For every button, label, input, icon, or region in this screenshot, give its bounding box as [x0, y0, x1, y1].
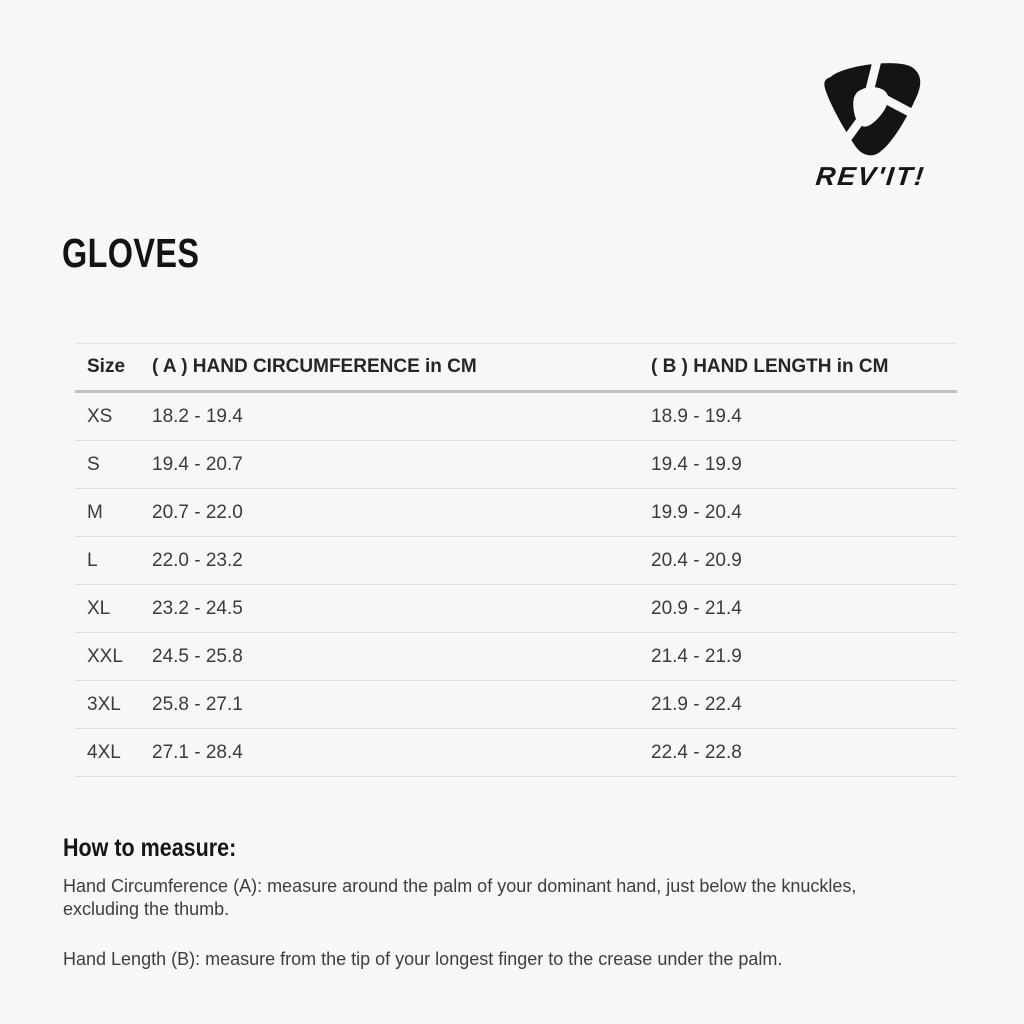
size-label: XXL [87, 645, 123, 667]
table-row-4xl: 4XL 27.1 - 28.4 22.4 - 22.8 [75, 729, 957, 777]
table-row-l: L 22.0 - 23.2 20.4 - 20.9 [75, 537, 957, 585]
size-chart-table: Size ( A ) HAND CIRCUMFERENCE in CM ( B … [75, 343, 957, 777]
table-body: XS 18.2 - 19.4 18.9 - 19.4 S 19.4 - 20.7… [75, 393, 957, 777]
page-title: GLOVES [62, 230, 200, 276]
size-label: M [87, 501, 103, 523]
size-label: 4XL [87, 741, 121, 763]
hand-circumference-value: 18.2 - 19.4 [152, 405, 243, 427]
hand-circumference-value: 20.7 - 22.0 [152, 501, 243, 523]
hand-length-value: 22.4 - 22.8 [651, 741, 742, 763]
hand-circumference-value: 27.1 - 28.4 [152, 741, 243, 763]
hand-length-value: 19.4 - 19.9 [651, 453, 742, 475]
table-row-xl: XL 23.2 - 24.5 20.9 - 21.4 [75, 585, 957, 633]
table-row-3xl: 3XL 25.8 - 27.1 21.9 - 22.4 [75, 681, 957, 729]
hand-length-value: 20.9 - 21.4 [651, 597, 742, 619]
column-header-hand-circumference: ( A ) HAND CIRCUMFERENCE in CM [152, 356, 477, 377]
hand-circumference-value: 25.8 - 27.1 [152, 693, 243, 715]
hand-length-value: 19.9 - 20.4 [651, 501, 742, 523]
table-row-xxl: XXL 24.5 - 25.8 21.4 - 21.9 [75, 633, 957, 681]
column-header-size: Size [87, 356, 126, 377]
how-to-measure-heading: How to measure: [63, 834, 237, 862]
size-label: S [87, 453, 100, 475]
size-label: XL [87, 597, 111, 619]
brand-wordmark: REV'IT! [814, 161, 928, 191]
hand-length-value: 21.4 - 21.9 [651, 645, 742, 667]
hand-circumference-value: 22.0 - 23.2 [152, 549, 243, 571]
table-header-row: Size ( A ) HAND CIRCUMFERENCE in CM ( B … [75, 344, 957, 393]
table-row-s: S 19.4 - 20.7 19.4 - 19.9 [75, 441, 957, 489]
table-row-xs: XS 18.2 - 19.4 18.9 - 19.4 [75, 393, 957, 441]
hand-length-instruction: Hand Length (B): measure from the tip of… [63, 949, 783, 970]
hand-circumference-value: 19.4 - 20.7 [152, 453, 243, 475]
hand-circumference-value: 23.2 - 24.5 [152, 597, 243, 619]
hand-length-value: 21.9 - 22.4 [651, 693, 742, 715]
size-label: XS [87, 405, 113, 427]
hand-length-value: 18.9 - 19.4 [651, 405, 742, 427]
column-header-hand-length: ( B ) HAND LENGTH in CM [651, 356, 889, 377]
table-row-m: M 20.7 - 22.0 19.9 - 20.4 [75, 489, 957, 537]
brand-logo: REV'IT! [796, 54, 946, 192]
how-to-measure-section: How to measure: Hand Circumference (A): … [63, 836, 908, 971]
size-label: 3XL [87, 693, 121, 715]
hand-length-value: 20.4 - 20.9 [651, 549, 742, 571]
size-label: L [87, 549, 98, 571]
revit-triangle-logo-icon [824, 57, 921, 156]
hand-circumference-instruction: Hand Circumference (A): measure around t… [63, 876, 857, 919]
hand-circumference-value: 24.5 - 25.8 [152, 645, 243, 667]
